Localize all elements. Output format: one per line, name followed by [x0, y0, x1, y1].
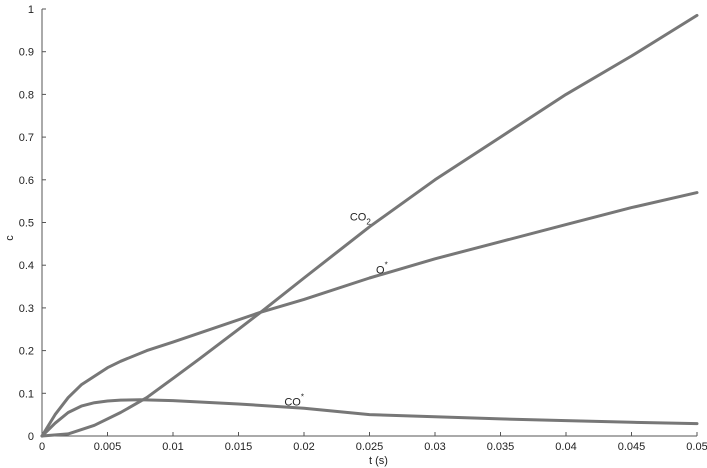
y-tick-label: 0.2: [19, 346, 34, 358]
curve-label-o-star: O*: [376, 261, 388, 277]
series-line-co2: [40, 13, 699, 438]
x-tick-label: 0.005: [94, 441, 122, 453]
x-tick-label: 0: [39, 441, 45, 453]
y-tick-label: 1: [28, 4, 34, 16]
y-tick-label: 0.8: [19, 89, 34, 101]
y-tick-label: 0.3: [19, 303, 34, 315]
y-tick-label: 0.9: [19, 47, 34, 59]
y-tick-label: 0.5: [19, 218, 34, 230]
y-tick-label: 0.6: [19, 175, 34, 187]
y-tick-label: 0.1: [19, 388, 34, 400]
x-tick-label: 0.01: [162, 441, 183, 453]
x-tick-label: 0.025: [356, 441, 384, 453]
series-line-o-star: [40, 191, 699, 438]
y-tick-label: 0: [28, 431, 34, 443]
y-tick-label: 0.7: [19, 132, 34, 144]
series-lines: [40, 13, 699, 438]
x-tick-label: 0.05: [686, 441, 707, 453]
axis-ticks: 0 0.005 0.01 0.015 0.02 0.025 0.03 0.035 0.04 0.0…: [19, 4, 707, 453]
x-tick-label: 0.015: [225, 441, 253, 453]
x-tick-label: 0.035: [487, 441, 515, 453]
y-tick-label: 0.4: [19, 260, 34, 272]
curve-labels: CO2 O* CO*: [284, 211, 387, 408]
series-line-co-star: [40, 398, 699, 438]
x-tick-label: 0.04: [555, 441, 576, 453]
x-axis-label: t (s): [369, 455, 388, 467]
x-tick-label: 0.02: [293, 441, 314, 453]
x-tick-label: 0.045: [618, 441, 646, 453]
curve-label-co2: CO2: [350, 211, 372, 226]
x-tick-label: 0.03: [424, 441, 445, 453]
curve-label-co-star: CO*: [284, 392, 304, 408]
y-axis-label: c: [4, 235, 16, 241]
